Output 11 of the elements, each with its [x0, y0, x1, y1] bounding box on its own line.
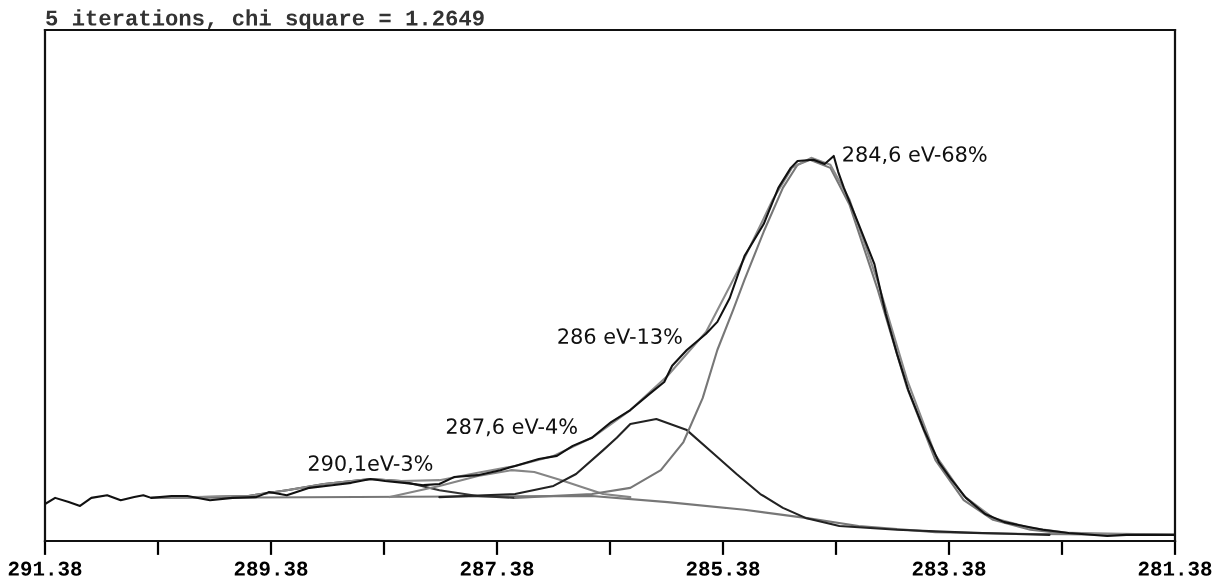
x-tick-label: 287.38	[460, 561, 534, 576]
x-tick-label: 285.38	[686, 561, 760, 576]
annotation: 287,6 eV-4%	[446, 418, 577, 437]
x-tick-label: 289.38	[234, 561, 308, 576]
x-tick-label: 291.38	[8, 561, 82, 576]
chart-title: 5 iterations, chi square = 1.2649	[46, 9, 484, 30]
x-tick-label: 281.38	[1138, 561, 1212, 576]
x-tick-label: 283.38	[912, 561, 986, 576]
annotation: 290,1eV-3%	[308, 455, 433, 474]
annotation: 284,6 eV-68%	[843, 146, 987, 165]
annotation: 286 eV-13%	[558, 328, 682, 344]
